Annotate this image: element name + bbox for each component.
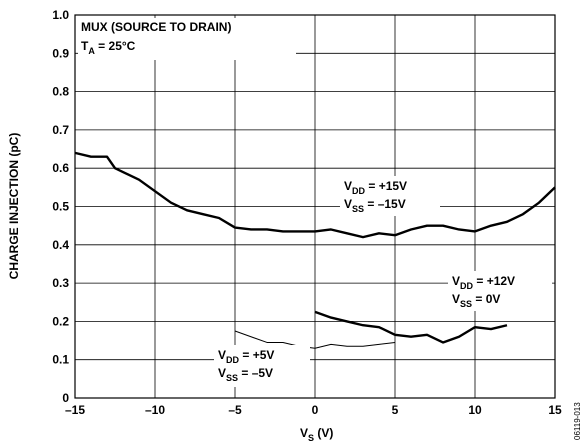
x-axis-label-sub: S — [308, 433, 314, 443]
series-label-sub: SS — [460, 299, 472, 309]
svg-text:VS (V): VS (V) — [300, 426, 333, 443]
svg-text:TA = 25°C: TA = 25°C — [81, 39, 136, 56]
series-label-main: V — [344, 179, 352, 193]
svg-text:VSS = –5V: VSS = –5V — [218, 366, 273, 383]
series-label-sub: SS — [226, 373, 238, 383]
series-label-rest: = +5V — [239, 348, 274, 362]
data-line — [74, 151, 556, 239]
label-bg — [448, 271, 552, 311]
series-label-main: V — [452, 274, 460, 288]
chart-title: MUX (SOURCE TO DRAIN) — [81, 20, 231, 34]
series-label: VSS = –5V — [218, 366, 273, 383]
series-label-rest: = +12V — [473, 274, 515, 288]
series-label-sub: SS — [352, 204, 364, 214]
condition-sub: A — [88, 46, 95, 56]
y-tick-label: 0 — [62, 391, 69, 405]
label-bg — [340, 176, 440, 216]
series-label-sub: DD — [352, 186, 365, 196]
svg-text:VDD = +12V: VDD = +12V — [452, 274, 515, 291]
series-label-main: V — [344, 197, 352, 211]
condition: TA = 25°C — [81, 39, 136, 56]
x-tick-label: 5 — [392, 403, 399, 417]
x-tick-label: –5 — [228, 403, 242, 417]
x-tick-label: 0 — [312, 403, 319, 417]
data-line — [314, 310, 508, 344]
y-axis-label: CHARGE INJECTION (pC) — [7, 133, 21, 280]
y-tick-label: 0.1 — [52, 353, 69, 367]
condition-rest: = 25°C — [95, 39, 136, 53]
svg-text:VDD = +15V: VDD = +15V — [344, 179, 407, 196]
x-tick-label: 10 — [468, 403, 482, 417]
series-label: VSS = –15V — [344, 197, 406, 214]
series-label: VSS = 0V — [452, 292, 500, 309]
y-tick-label: 0.6 — [52, 161, 69, 175]
y-tick-label: 0.7 — [52, 123, 69, 137]
x-axis-label-main: V — [300, 426, 308, 440]
x-axis-label-rest: (V) — [314, 426, 333, 440]
y-tick-label: 0.8 — [52, 85, 69, 99]
series-label-main: V — [218, 348, 226, 362]
figure-id: 06119-013 — [573, 402, 582, 440]
series-label-main: V — [218, 366, 226, 380]
x-axis-label: VS (V) — [300, 426, 333, 443]
svg-text:VSS = –15V: VSS = –15V — [344, 197, 406, 214]
x-tick-label: –10 — [145, 403, 165, 417]
y-tick-label: 0.3 — [52, 276, 69, 290]
y-tick-label: 0.5 — [52, 200, 69, 214]
series-label-sub: DD — [460, 281, 473, 291]
series-label: VDD = +15V — [340, 176, 440, 216]
y-tick-label: 1.0 — [52, 8, 69, 22]
y-tick-label: 0.9 — [52, 46, 69, 60]
series-label-main: V — [452, 292, 460, 306]
condition-main: T — [81, 39, 89, 53]
svg-text:VDD = +5V: VDD = +5V — [218, 348, 274, 365]
series-label-rest: = –15V — [364, 197, 406, 211]
plot-frame — [74, 14, 556, 399]
series-label: VDD = +12V — [448, 271, 552, 311]
series-label: VDD = +5V — [214, 345, 310, 387]
y-tick-label: 0.4 — [52, 238, 69, 252]
series-label-sub: DD — [226, 355, 239, 365]
title-bg — [78, 18, 296, 60]
x-tick-label: –15 — [65, 403, 85, 417]
series-label-rest: = 0V — [472, 292, 500, 306]
series-label-rest: = +15V — [365, 179, 407, 193]
series-label-rest: = –5V — [238, 366, 273, 380]
y-tick-label: 0.2 — [52, 314, 69, 328]
x-tick-label: 15 — [548, 403, 562, 417]
label-bg — [214, 345, 310, 387]
data-line — [234, 330, 396, 349]
svg-text:VSS = 0V: VSS = 0V — [452, 292, 500, 309]
